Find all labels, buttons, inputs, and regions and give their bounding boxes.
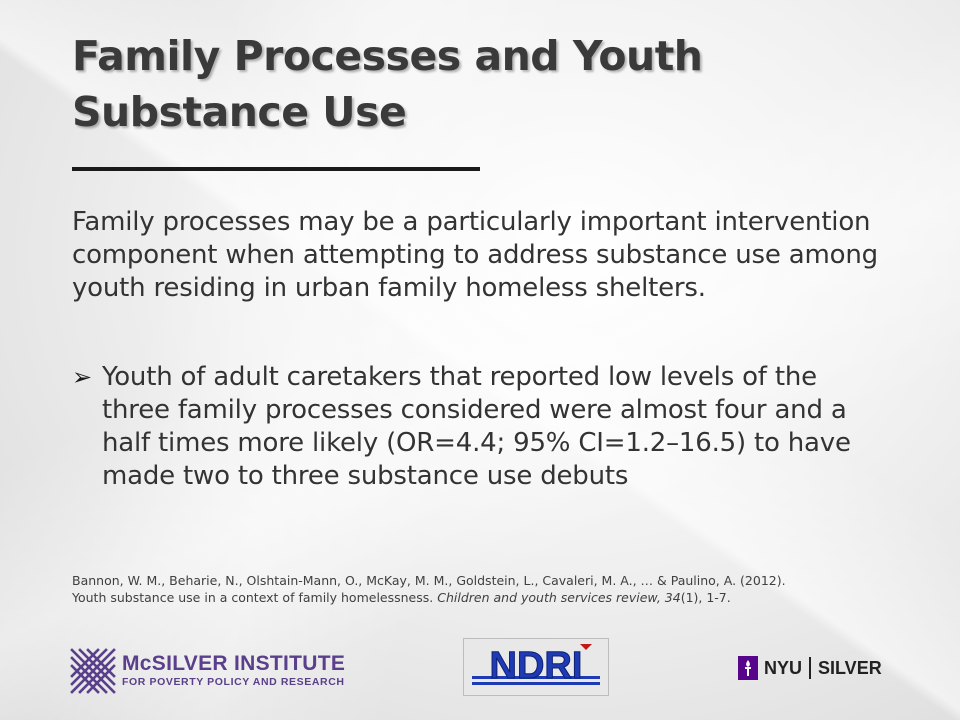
citation: Bannon, W. M., Beharie, N., Olshtain-Man… <box>72 572 902 606</box>
citation-journal: Children and youth services review, <box>437 590 661 605</box>
mcsilver-logo: McSILVER INSTITUTE FOR POVERTY POLICY AN… <box>70 648 345 694</box>
mcsilver-name: McSILVER INSTITUTE <box>122 652 346 675</box>
bullet-item: ➢ Youth of adult caretakers that reporte… <box>72 361 892 493</box>
citation-authors: Bannon, W. M., Beharie, N., Olshtain-Man… <box>72 573 786 588</box>
ndri-logo: NDRI <box>463 638 609 696</box>
ndri-wordmark-icon: NDRI <box>472 644 600 688</box>
citation-issue-pages: (1), 1-7. <box>680 590 731 605</box>
logo-divider <box>809 657 812 679</box>
arrow-bullet-icon: ➢ <box>72 363 93 391</box>
slide-title: Family Processes and Youth Substance Use <box>72 32 703 136</box>
silver-word: SILVER <box>818 657 882 678</box>
body-paragraph: Family processes may be a particularly i… <box>72 207 878 303</box>
nyu-silver-logo: NYU SILVER <box>738 656 882 680</box>
citation-title: Youth substance use in a context of fami… <box>72 590 434 605</box>
citation-volume: 34 <box>664 590 681 605</box>
nyu-word: NYU <box>764 657 803 678</box>
footer-logos: McSILVER INSTITUTE FOR POVERTY POLICY AN… <box>0 630 960 720</box>
ndri-text: NDRI <box>490 645 583 687</box>
mcsilver-lattice-icon <box>70 648 116 694</box>
mcsilver-subtitle: FOR POVERTY POLICY AND RESEARCH <box>122 676 345 688</box>
title-underline <box>72 167 480 171</box>
nyu-torch-icon <box>738 656 758 680</box>
bullet-text: Youth of adult caretakers that reported … <box>102 362 851 491</box>
